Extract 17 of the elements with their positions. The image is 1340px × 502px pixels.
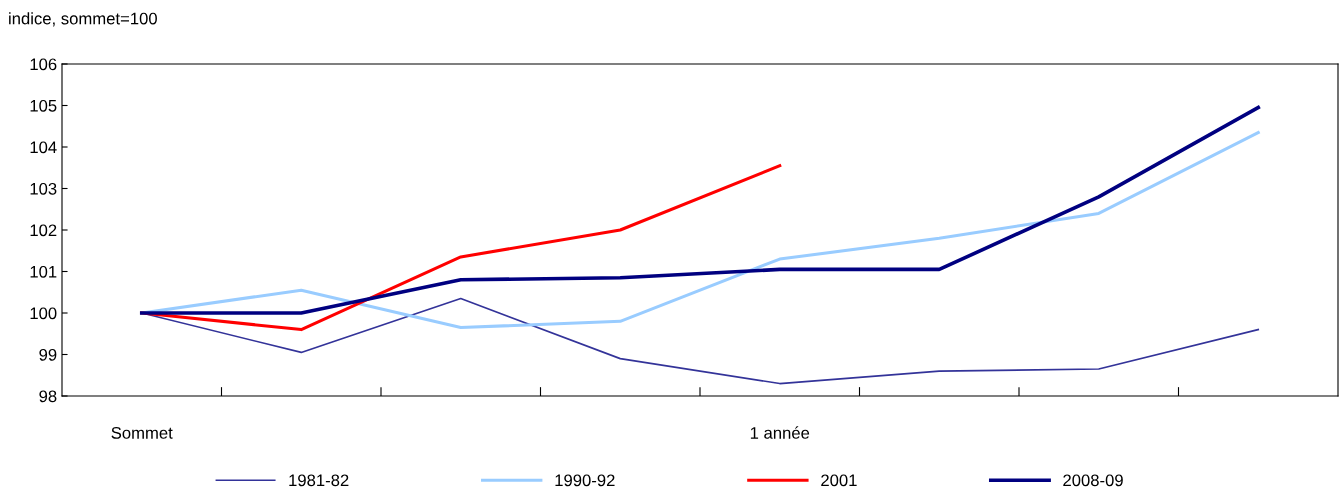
- y-tick-label: 99: [39, 348, 57, 361]
- x-tick-label: Sommet: [111, 427, 173, 439]
- y-tick-label: 103: [30, 182, 57, 195]
- x-tick-label: 1 année: [750, 426, 810, 439]
- legend-label: 1981-82: [289, 474, 349, 487]
- y-tick-label: 102: [30, 224, 57, 237]
- y-axis-title: indice, sommet=100: [9, 12, 157, 27]
- legend-label: 2001: [821, 474, 857, 487]
- y-tick-label: 104: [30, 141, 57, 154]
- legend-label: 2008-09: [1063, 474, 1123, 487]
- y-tick-label: 100: [30, 307, 57, 320]
- line-series: [139, 105, 1261, 315]
- y-tick-label: 98: [39, 390, 57, 403]
- legend-label: 1990-92: [555, 474, 615, 487]
- y-tick-label: 105: [30, 99, 57, 112]
- y-tick-label: 101: [30, 265, 57, 278]
- y-tick-label: 106: [30, 58, 57, 71]
